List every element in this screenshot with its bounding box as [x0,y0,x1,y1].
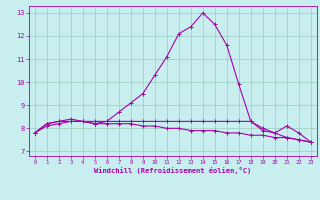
X-axis label: Windchill (Refroidissement éolien,°C): Windchill (Refroidissement éolien,°C) [94,167,252,174]
